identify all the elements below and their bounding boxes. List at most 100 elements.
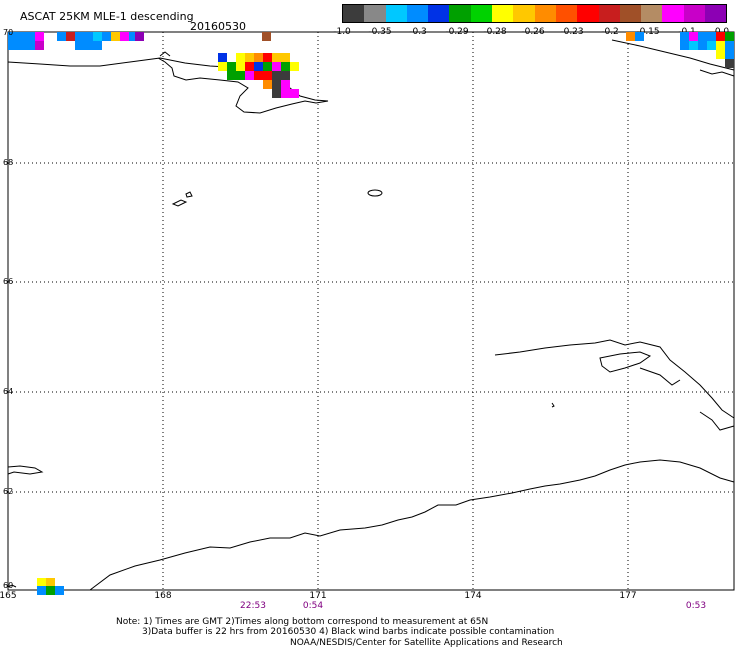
data-pixel: [227, 62, 236, 71]
data-pixel: [262, 32, 271, 41]
color-scale-cell: [683, 5, 706, 22]
data-pixel: [707, 32, 716, 41]
data-pixel: [725, 32, 734, 41]
color-scale-cell: [555, 5, 578, 22]
color-scale-cell: [705, 5, 727, 22]
data-pixel: [46, 586, 55, 595]
data-pixel: [263, 80, 272, 89]
color-scale-cell: [598, 5, 620, 22]
data-pixel: [17, 32, 26, 41]
wind-data-pixels: [8, 32, 734, 595]
product-date: 20160530: [190, 20, 246, 33]
coastline: [7, 39, 735, 591]
data-pixel: [35, 32, 44, 41]
data-pixel: [272, 89, 281, 98]
time-label-2: 0:54: [302, 601, 324, 611]
data-pixel: [17, 41, 26, 50]
data-pixel: [55, 586, 64, 595]
data-pixel: [716, 32, 725, 41]
color-scale-cell: [406, 5, 429, 22]
time-label-3: 0:53: [685, 601, 707, 611]
data-pixel: [698, 32, 707, 41]
note-line-3: NOAA/NESDIS/Center for Satellite Applica…: [290, 638, 563, 648]
data-pixel: [281, 62, 290, 71]
data-pixel: [218, 62, 227, 71]
data-pixel: [263, 53, 272, 62]
data-pixel: [680, 32, 689, 41]
note-line-1: Note: 1) Times are GMT 2)Times along bot…: [116, 617, 489, 627]
data-pixel: [689, 32, 698, 41]
lon-label-171: 171: [309, 591, 327, 601]
data-pixel: [680, 41, 689, 50]
data-pixel: [8, 41, 17, 50]
data-pixel: [111, 32, 120, 41]
data-pixel: [236, 71, 245, 80]
data-pixel: [120, 32, 129, 41]
data-pixel: [102, 32, 111, 41]
data-pixel: [281, 89, 290, 98]
data-pixel: [716, 50, 725, 59]
data-pixel: [66, 32, 75, 41]
data-pixel: [290, 89, 299, 98]
lon-label-177: 177: [619, 591, 637, 601]
data-pixel: [254, 53, 263, 62]
data-pixel: [281, 71, 290, 80]
lat-label-68: 68: [3, 158, 14, 167]
data-pixel: [37, 578, 46, 587]
data-pixel: [725, 41, 734, 50]
data-pixel: [281, 80, 290, 89]
data-pixel: [290, 62, 299, 71]
data-pixel: [75, 32, 84, 41]
color-scale-cell: [534, 5, 556, 22]
data-pixel: [254, 62, 263, 71]
data-pixel: [37, 586, 46, 595]
data-pixel: [35, 41, 44, 50]
data-pixel: [218, 53, 227, 62]
data-pixel: [129, 32, 138, 41]
data-pixel: [716, 41, 725, 50]
lon-label-174: 174: [464, 591, 482, 601]
note-line-2: 3)Data buffer is 22 hrs from 20160530 4)…: [142, 627, 555, 637]
data-pixel: [707, 41, 716, 50]
lat-label-64: 64: [3, 387, 14, 396]
data-pixel: [725, 50, 734, 59]
data-pixel: [272, 53, 281, 62]
data-pixel: [254, 71, 263, 80]
data-pixel: [227, 53, 236, 62]
data-pixel: [236, 62, 245, 71]
data-pixel: [93, 32, 102, 41]
data-pixel: [84, 32, 93, 41]
color-scale-bar: [342, 4, 728, 23]
lon-label-165: 165: [0, 591, 17, 601]
color-scale-cell: [662, 5, 684, 22]
data-pixel: [135, 32, 144, 41]
lat-label-60: 60: [3, 581, 14, 590]
data-pixel: [689, 41, 698, 50]
color-scale-cell: [619, 5, 642, 22]
data-pixel: [272, 71, 281, 80]
color-scale-cell: [470, 5, 493, 22]
data-pixel: [26, 32, 35, 41]
color-scale-cell: [492, 5, 514, 22]
color-scale-cell: [364, 5, 386, 22]
data-pixel: [245, 62, 254, 71]
data-pixel: [46, 578, 55, 587]
data-pixel: [635, 32, 644, 41]
lon-label-168: 168: [154, 591, 172, 601]
product-title: ASCAT 25KM MLE-1 descending: [20, 10, 194, 23]
data-pixel: [725, 59, 734, 68]
time-label-1: 22:53: [240, 601, 266, 611]
color-scale-cell: [343, 5, 365, 22]
data-pixel: [57, 32, 66, 41]
data-pixel: [245, 71, 254, 80]
data-pixel: [26, 41, 35, 50]
data-pixel: [272, 62, 281, 71]
data-pixel: [8, 32, 17, 41]
data-pixel: [263, 71, 272, 80]
lat-label-70: 70: [3, 28, 14, 37]
graticule: [8, 32, 734, 590]
data-pixel: [75, 41, 84, 50]
color-scale-cell: [577, 5, 599, 22]
data-pixel: [93, 41, 102, 50]
